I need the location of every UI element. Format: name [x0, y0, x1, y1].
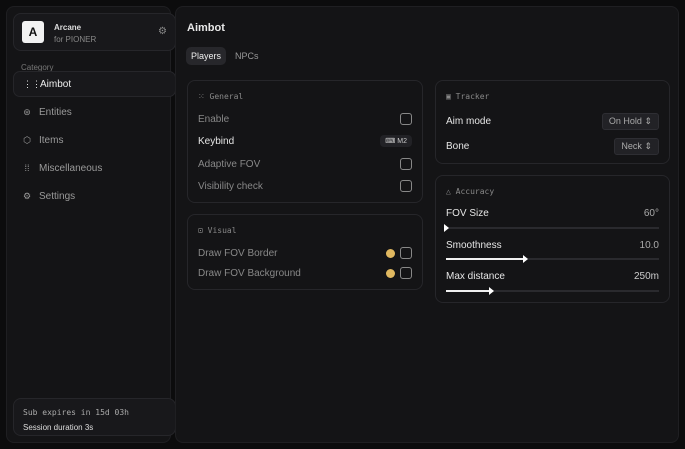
- sub-expires: Sub expires in 15d 03h: [23, 408, 129, 417]
- enable-checkbox[interactable]: [400, 113, 412, 125]
- fov-background-label: Draw FOV Background: [198, 267, 301, 279]
- max-distance-label: Max distance: [446, 270, 505, 282]
- grid-icon: ⁞⁞: [24, 163, 30, 173]
- tracker-title: Tracker: [455, 92, 490, 101]
- cube-icon: ⬡: [23, 134, 31, 145]
- tab-npcs[interactable]: NPCs: [235, 51, 259, 61]
- sidebar-item-label: Miscellaneous: [39, 162, 103, 174]
- adaptive-fov-checkbox[interactable]: [400, 158, 412, 170]
- bone-select[interactable]: Neck ⇕: [614, 137, 659, 155]
- sidebar-item-items[interactable]: ⬡ Items: [13, 127, 176, 153]
- page-title: Aimbot: [187, 22, 225, 34]
- sidebar-item-label: Entities: [39, 106, 72, 118]
- adaptive-fov-label: Adaptive FOV: [198, 158, 261, 170]
- sidebar-item-miscellaneous[interactable]: ⁞⁞ Miscellaneous: [13, 155, 176, 181]
- brand-card: A Arcane for PIONER ⚙: [13, 13, 176, 51]
- smoothness-slider[interactable]: [446, 255, 659, 263]
- enable-label: Enable: [198, 113, 230, 125]
- aim-mode-select[interactable]: On Hold ⇕: [601, 112, 659, 130]
- fov-background-checkbox[interactable]: [400, 267, 412, 279]
- crosshair-icon: ⋮⋮: [23, 78, 41, 89]
- smoothness-label: Smoothness: [446, 239, 502, 251]
- sidebar-item-label: Aimbot: [40, 78, 72, 90]
- fov-border-checkbox[interactable]: [400, 247, 412, 259]
- fov-size-label: FOV Size: [446, 207, 489, 219]
- sidebar-item-entities[interactable]: ⊛ Entities: [13, 99, 176, 125]
- select-icon: ⇕: [644, 115, 652, 126]
- app-subtitle: for PIONER: [54, 35, 97, 44]
- general-icon: ⁙: [198, 92, 210, 101]
- sidebar-item-aimbot[interactable]: ⋮⋮ Aimbot: [13, 71, 176, 97]
- fov-size-slider[interactable]: [444, 224, 659, 232]
- app-name: Arcane: [54, 23, 82, 32]
- gear-icon: ⚙: [22, 190, 32, 201]
- warning-triangle-icon: △: [446, 187, 456, 196]
- main-panel: Aimbot Players NPCs ⁙ General Enable Key…: [175, 6, 679, 443]
- settings-gear-icon[interactable]: ⚙: [158, 26, 167, 37]
- background-color-swatch[interactable]: [386, 268, 395, 278]
- tracker-icon: ▣: [446, 92, 456, 101]
- fov-size-value: 60°: [643, 207, 659, 219]
- visibility-check-checkbox[interactable]: [400, 180, 412, 192]
- aim-mode-label: Aim mode: [446, 115, 492, 127]
- entities-icon: ⊛: [23, 106, 31, 117]
- keybind-label: Keybind: [198, 135, 235, 147]
- accuracy-card: △ Accuracy FOV Size 60° Smoothness 10.0 Ma…: [435, 175, 670, 303]
- sidebar-item-label: Items: [39, 134, 64, 146]
- max-distance-value: 250m: [633, 270, 659, 282]
- visual-card: ⊡ Visual Draw FOV Border Draw FOV Backgr…: [187, 214, 423, 290]
- tracker-card: ▣ Tracker Aim mode On Hold ⇕ Bone Neck ⇕: [435, 80, 670, 164]
- category-label: Category: [21, 63, 54, 72]
- sidebar: A Arcane for PIONER ⚙ Category ⋮⋮ Aimbot ⊛…: [6, 6, 176, 443]
- keyboard-icon: ⌨: [385, 138, 398, 145]
- accuracy-title: Accuracy: [455, 187, 495, 196]
- sidebar-item-settings[interactable]: ⚙ Settings: [13, 183, 176, 209]
- general-card: ⁙ General Enable Keybind ⌨ M2 Adaptive FO…: [187, 80, 423, 203]
- session-duration: Session duration 3s: [23, 423, 94, 432]
- tab-players[interactable]: Players: [186, 47, 227, 65]
- border-color-swatch[interactable]: [386, 248, 395, 258]
- general-title: General: [209, 92, 244, 101]
- visual-title: Visual: [207, 226, 237, 235]
- subscription-info: Sub expires in 15d 03h Session duration …: [13, 398, 176, 436]
- app-logo: A: [22, 21, 44, 43]
- max-distance-slider[interactable]: [446, 287, 659, 295]
- slider-thumb[interactable]: [488, 287, 494, 295]
- bone-label: Bone: [446, 140, 470, 152]
- keybind-button[interactable]: ⌨ M2: [380, 135, 412, 147]
- fov-border-label: Draw FOV Border: [198, 247, 278, 259]
- slider-thumb[interactable]: [522, 255, 528, 263]
- select-icon: ⇕: [644, 140, 652, 151]
- sidebar-item-label: Settings: [39, 190, 76, 202]
- smoothness-value: 10.0: [639, 239, 659, 251]
- visual-icon: ⊡: [198, 226, 208, 235]
- slider-thumb[interactable]: [444, 224, 449, 232]
- visibility-check-label: Visibility check: [198, 180, 263, 192]
